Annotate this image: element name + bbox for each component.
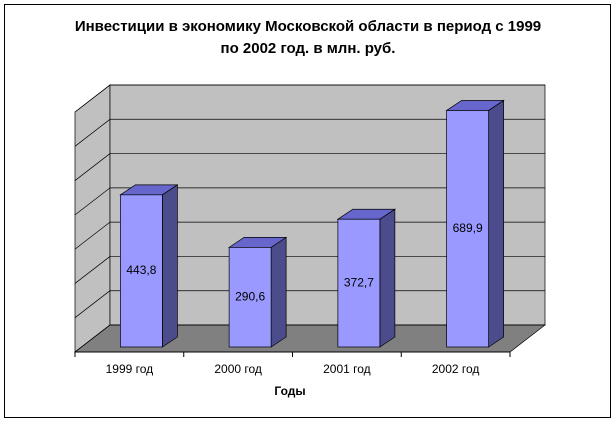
bar (446, 110, 489, 348)
x-tick-label: 2000 год (214, 362, 262, 376)
data-label: 443,8 (126, 263, 156, 277)
bar (120, 194, 163, 348)
data-label: 372,7 (344, 275, 374, 289)
grid-line-side (74, 153, 111, 181)
bar (228, 247, 272, 348)
x-tick-label: 1999 год (106, 362, 154, 376)
grid-line-side (74, 221, 111, 250)
grid-line-side (74, 324, 111, 353)
grid-line-side (74, 84, 111, 113)
grid-line-side (74, 290, 111, 318)
bar (337, 218, 381, 348)
grid-line-side (74, 119, 111, 147)
bar-side (270, 236, 287, 348)
grid-line-side (74, 187, 111, 216)
chart-title: Инвестиции в экономику Московской област… (74, 18, 542, 57)
bar-side (379, 208, 396, 348)
side-wall (74, 84, 111, 353)
grid-line-side (74, 256, 111, 284)
x-axis-title: Годы (274, 384, 305, 398)
data-label: 689,9 (453, 221, 483, 235)
x-tick-label: 2002 год (432, 362, 480, 376)
x-tick-label: 2001 год (323, 362, 371, 376)
bar-side (162, 184, 178, 348)
bar-side (488, 99, 504, 348)
data-label: 290,6 (235, 289, 265, 303)
